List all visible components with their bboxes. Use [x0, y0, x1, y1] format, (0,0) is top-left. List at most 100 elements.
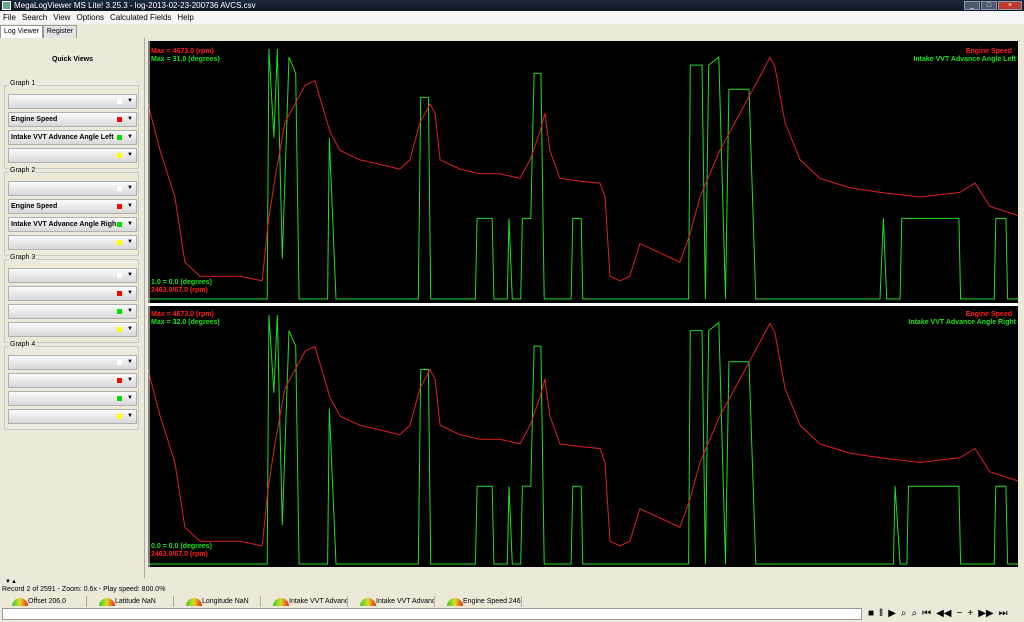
graph-group-4: Graph 4 ▼ ▼ ▼ ▼ [4, 341, 139, 430]
field-selector[interactable]: ▼ [8, 391, 137, 406]
color-swatch[interactable] [117, 99, 122, 104]
color-swatch[interactable] [117, 396, 122, 401]
playback-controls: ■ ‖ ▶ ⌕ ⌕ ⏮ ◀◀ − + ▶▶ ⏭ [868, 607, 1008, 620]
chevron-down-icon: ▼ [127, 413, 133, 419]
engine-speed-series-1 [148, 56, 1018, 282]
minus-button[interactable]: − [956, 608, 963, 619]
field-selector[interactable]: ▼ [8, 409, 137, 424]
menu-calculated-fields[interactable]: Calculated Fields [110, 13, 172, 22]
field-selector[interactable]: Intake VVT Advance Angle Righ ▼ [8, 217, 137, 232]
gauge[interactable]: Engine Speed 2463.0 [435, 596, 522, 607]
engine-speed-series-2 [148, 322, 1018, 547]
color-swatch[interactable] [117, 222, 122, 227]
menu-view[interactable]: View [53, 13, 71, 22]
chevron-down-icon: ▼ [127, 326, 133, 332]
field-selector[interactable]: Engine Speed ▼ [8, 112, 137, 127]
field-selector[interactable]: ▼ [8, 286, 137, 301]
graph-group-2: Graph 2 ▼ Engine Speed ▼ Intake VVT Advance … [4, 167, 139, 256]
minimize-button[interactable]: _ [964, 1, 980, 10]
color-swatch[interactable] [117, 273, 122, 278]
pause-button[interactable]: ‖ [879, 608, 884, 619]
menu-search[interactable]: Search [21, 13, 48, 22]
graph-group-label: Graph 2 [9, 167, 37, 174]
last-button[interactable]: ⏭ [998, 608, 1008, 619]
color-swatch[interactable] [117, 117, 122, 122]
field-selector[interactable]: Intake VVT Advance Angle Left ▼ [8, 130, 137, 145]
status-text: Record 2 of 2591 - Zoom: 0.6x - Play spe… [2, 586, 166, 593]
color-swatch[interactable] [117, 360, 122, 365]
stop-button[interactable]: ■ [868, 608, 875, 619]
gauge-icon [186, 598, 202, 606]
color-swatch[interactable] [117, 135, 122, 140]
graph-group-3: Graph 3 ▼ ▼ ▼ ▼ [4, 254, 139, 343]
menu-help[interactable]: Help [177, 13, 194, 22]
first-button[interactable]: ⏮ [922, 608, 932, 619]
graph1-max-degrees: Max = 31.0 (degrees) [151, 56, 220, 63]
color-swatch[interactable] [117, 378, 122, 383]
maximize-button[interactable]: □ [981, 1, 997, 10]
field-selector[interactable]: ▼ [8, 322, 137, 337]
field-selector[interactable]: ▼ [8, 181, 137, 196]
menu-file[interactable]: File [3, 13, 16, 22]
gauge[interactable]: Intake VVT Advance Ar [348, 596, 435, 607]
color-swatch[interactable] [117, 291, 122, 296]
rewind-button[interactable]: ◀◀ [936, 608, 952, 619]
color-swatch[interactable] [117, 240, 122, 245]
tab-register[interactable]: Register [42, 25, 77, 38]
gauge-label: Intake VVT Advance Ar [376, 598, 434, 605]
graph1-legend-engine-speed: Engine Speed [965, 48, 1012, 55]
gauge[interactable]: Intake VVT Advance Ar [261, 596, 348, 607]
chevron-down-icon: ▼ [127, 395, 133, 401]
graph-group-1: Graph 1 ▼ Engine Speed ▼ Intake VVT Advance … [4, 80, 139, 169]
color-swatch[interactable] [117, 327, 122, 332]
graph-canvas[interactable] [148, 41, 1018, 567]
color-swatch[interactable] [117, 309, 122, 314]
collapse-arrows[interactable]: ▼▲ [5, 579, 17, 585]
graph2-min-degrees: 0.0 = 0.0 (degrees) [151, 543, 212, 550]
chevron-down-icon: ▼ [127, 221, 133, 227]
field-selector[interactable]: ▼ [8, 235, 137, 250]
graph-area[interactable]: Max = 4673.0 (rpm) Max = 31.0 (degrees) … [148, 41, 1018, 567]
play-button[interactable]: ▶ [888, 608, 896, 619]
field-selector[interactable]: ▼ [8, 373, 137, 388]
close-button[interactable]: × [998, 1, 1022, 10]
chevron-down-icon: ▼ [127, 359, 133, 365]
gauge-icon [447, 598, 463, 606]
chevron-down-icon: ▼ [127, 308, 133, 314]
field-selector[interactable]: ▼ [8, 355, 137, 370]
gauge[interactable]: Longitude NaN [174, 596, 261, 607]
plus-button[interactable]: + [967, 608, 974, 619]
field-selector[interactable]: ▼ [8, 94, 137, 109]
field-selector[interactable]: Engine Speed ▼ [8, 199, 137, 214]
field-selector[interactable]: ▼ [8, 148, 137, 163]
graph-divider[interactable] [148, 303, 1018, 306]
graph-group-label: Graph 3 [9, 254, 37, 261]
color-swatch[interactable] [117, 153, 122, 158]
field-selector[interactable]: ▼ [8, 304, 137, 319]
chevron-down-icon: ▼ [127, 152, 133, 158]
tab-log-viewer[interactable]: Log Viewer [0, 25, 43, 38]
graph2-max-degrees: Max = 32.0 (degrees) [151, 319, 220, 326]
graph1-legend-vvt-left: Intake VVT Advance Angle Left [913, 56, 1016, 63]
chevron-down-icon: ▼ [127, 98, 133, 104]
gauge[interactable]: Offset 206.0 [0, 596, 87, 607]
chevron-down-icon: ▼ [127, 377, 133, 383]
field-selector[interactable]: ▼ [8, 268, 137, 283]
gauge-label: Latitude NaN [115, 598, 156, 605]
color-swatch[interactable] [117, 204, 122, 209]
fast-forward-button[interactable]: ▶▶ [978, 608, 994, 619]
gauge[interactable]: Latitude NaN [87, 596, 174, 607]
zoom-in-button[interactable]: ⌕ [911, 608, 918, 619]
graph-scrollbar[interactable] [1018, 41, 1024, 567]
menu-options[interactable]: Options [76, 13, 105, 22]
gauge-label: Longitude NaN [202, 598, 249, 605]
zoom-out-button[interactable]: ⌕ [900, 608, 907, 619]
color-swatch[interactable] [117, 414, 122, 419]
color-swatch[interactable] [117, 186, 122, 191]
graph2-min-rpm: 2463.0/67.0 (rpm) [151, 551, 208, 558]
quick-views-heading: Quick Views [51, 56, 94, 63]
graph1-min-rpm: 2463.0/67.0 (rpm) [151, 287, 208, 294]
title-bar: MegaLogViewer MS Lite! 3.25.3 - log-2013… [0, 0, 1024, 11]
vvt-right-series [148, 314, 1018, 565]
command-input[interactable] [2, 608, 862, 620]
